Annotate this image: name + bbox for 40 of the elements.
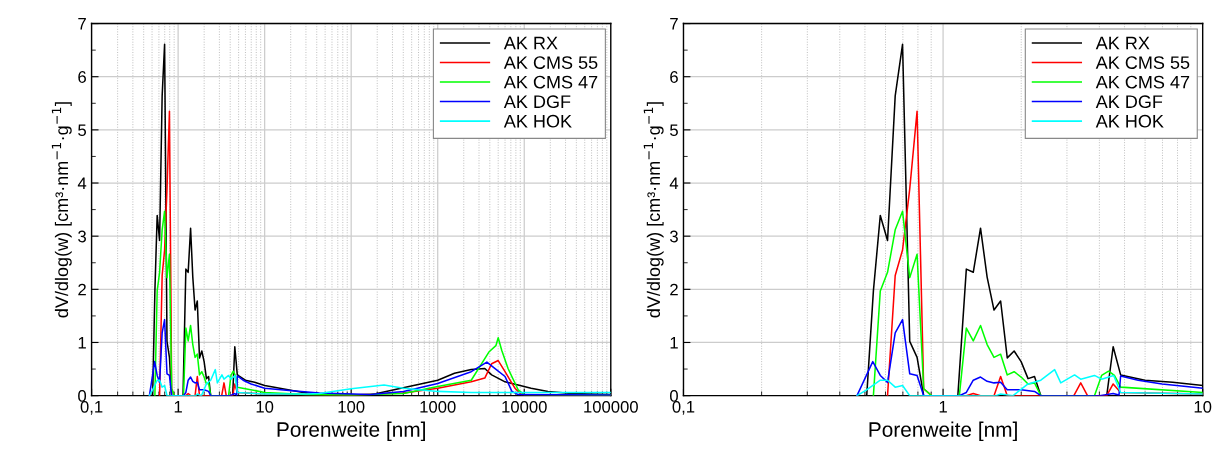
x-tick-label: 100000 [584,400,638,413]
x-tick-label: 10 [256,400,274,413]
x-tick-label: 100 [338,400,365,413]
y-tick-label: 5 [670,124,678,137]
y-tick-label: 4 [669,177,679,190]
y-tick-label: 1 [670,337,678,349]
x-tick-label: 10 [1194,400,1212,413]
y-tick-label: 6 [78,71,86,83]
x-tick-label: 10000 [502,400,547,413]
y-tick-label: 0 [670,390,678,402]
x-tick-label: 1 [939,401,947,413]
x-tick-label: 0,1 [672,400,695,415]
legend-label: AK CMS 55 [503,56,598,69]
y-axis-title: dV/dlog(w) [cm³·nm$^{−1}$·g$^{−1}$] [643,102,664,318]
y-tick-label: 3 [78,230,86,243]
y-tick-label: 3 [669,230,678,243]
x-axis-title: Porenweite [nm] [277,421,425,442]
x-tick-label: 0,1 [80,400,103,415]
legend-label: AK DGF [503,95,571,109]
legend-label: AK HOK [503,114,572,128]
y-axis-title: dV/dlog(w) [cm³·nm$^{−1}$·g$^{−1}$] [51,102,72,318]
legend-label: AK RX [1095,36,1150,50]
legend-label: AK CMS 47 [503,75,598,89]
legend-label: AK CMS 47 [1095,75,1190,89]
y-tick-label: 7 [78,18,86,30]
legend-label: AK CMS 55 [1095,56,1190,69]
y-tick-label: 2 [78,283,86,296]
x-tick-label: 1 [174,401,182,413]
legend-label: AK RX [503,36,558,50]
y-tick-label: 4 [77,177,87,190]
y-tick-label: 2 [670,283,678,296]
x-axis-title: Porenweite [nm] [869,421,1017,442]
legend-label: AK DGF [1095,95,1163,109]
y-tick-label: 5 [78,124,87,137]
legend-label: AK HOK [1095,114,1164,128]
y-tick-label: 7 [670,18,678,30]
y-tick-label: 0 [78,390,87,402]
x-tick-label: 1000 [420,400,456,413]
y-tick-label: 6 [670,71,678,83]
y-tick-label: 1 [78,337,86,349]
